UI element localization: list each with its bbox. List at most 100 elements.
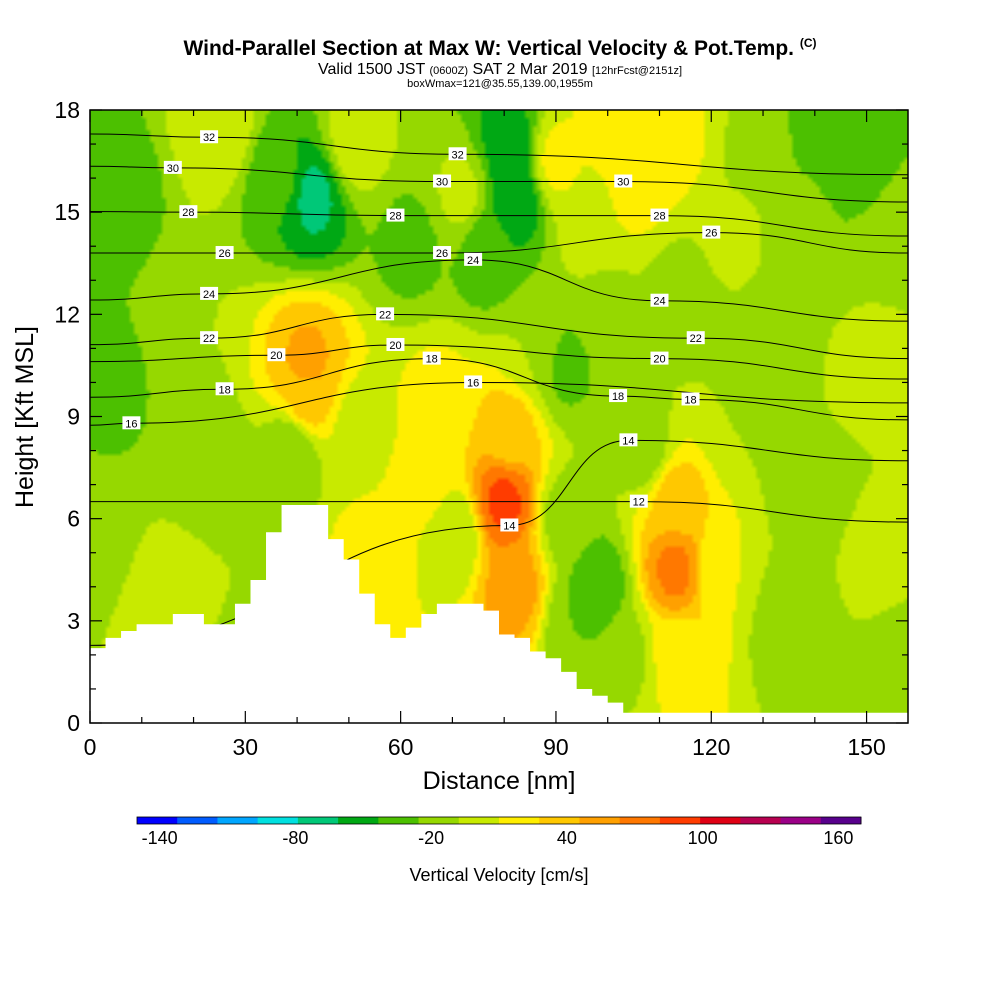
svg-text:32: 32 bbox=[203, 132, 215, 144]
theta-label: 26 bbox=[433, 246, 452, 260]
y-tick-label: 15 bbox=[54, 199, 80, 225]
svg-text:22: 22 bbox=[379, 309, 391, 321]
theta-label: 30 bbox=[614, 174, 633, 189]
svg-text:22: 22 bbox=[690, 333, 702, 345]
x-axis: 0 30 60 90 120 150 bbox=[84, 110, 886, 760]
x-tick-label: 90 bbox=[543, 734, 569, 760]
theta-contour-26 bbox=[90, 232, 908, 254]
colorbar-swatch bbox=[458, 817, 500, 824]
colorbar-swatch bbox=[217, 817, 259, 824]
colorbar-swatch bbox=[137, 817, 178, 824]
svg-text:16: 16 bbox=[125, 418, 137, 430]
y-axis: 0 3 6 9 12 15 18 bbox=[54, 97, 908, 736]
svg-text:30: 30 bbox=[617, 177, 629, 189]
theta-contour-20 bbox=[90, 344, 908, 380]
svg-text:18: 18 bbox=[612, 391, 624, 403]
colorbar-tick-label: 160 bbox=[823, 828, 853, 848]
colorbar-swatch bbox=[619, 817, 661, 824]
theta-contour-12 bbox=[90, 501, 908, 523]
colorbar-swatch bbox=[257, 817, 299, 824]
colorbar-swatch bbox=[378, 817, 420, 824]
theta-label: 32 bbox=[200, 130, 219, 144]
theta-label: 20 bbox=[650, 351, 669, 366]
theta-label: 26 bbox=[702, 225, 721, 240]
theta-label: 24 bbox=[650, 293, 669, 308]
theta-label: 20 bbox=[267, 348, 286, 362]
svg-text:30: 30 bbox=[167, 163, 179, 175]
svg-text:14: 14 bbox=[503, 520, 515, 532]
theta-label-group: 32 30 28 26 24 22 20 18 16 32 30 28 26 24 22 20 18 16 14 30… bbox=[122, 130, 721, 532]
colorbar-swatch bbox=[418, 817, 460, 824]
svg-text:26: 26 bbox=[705, 228, 717, 240]
colorbar-swatch bbox=[177, 817, 218, 824]
colorbar: -140 -80 -20 40 100 160 bbox=[136, 816, 862, 848]
svg-text:28: 28 bbox=[182, 207, 194, 219]
svg-text:24: 24 bbox=[467, 255, 479, 267]
colorbar-tick-label: -20 bbox=[418, 828, 444, 848]
theta-label: 30 bbox=[433, 174, 452, 189]
y-tick-label: 9 bbox=[67, 404, 80, 430]
x-axis-title: Distance [nm] bbox=[423, 767, 576, 795]
terrain bbox=[90, 505, 908, 723]
theta-label: 12 bbox=[629, 494, 648, 509]
theta-label: 30 bbox=[163, 160, 182, 175]
svg-text:20: 20 bbox=[653, 354, 665, 366]
svg-text:18: 18 bbox=[218, 384, 230, 396]
theta-label: 14 bbox=[500, 518, 519, 532]
theta-label: 22 bbox=[376, 307, 395, 321]
theta-label: 18 bbox=[681, 392, 700, 406]
x-tick-label: 30 bbox=[233, 734, 259, 760]
colorbar-swatch bbox=[297, 817, 339, 824]
copyright-mark: (C) bbox=[799, 36, 817, 50]
x-tick-label: 150 bbox=[847, 734, 885, 760]
colorbar-swatch bbox=[700, 817, 741, 824]
valid-date: SAT 2 Mar 2019 bbox=[472, 61, 588, 78]
theta-label: 26 bbox=[215, 246, 234, 260]
svg-text:32: 32 bbox=[451, 149, 463, 161]
y-axis-title: Height [Kft MSL] bbox=[11, 326, 39, 508]
box-info: boxWmax=121@35.55,139.00,1955m bbox=[407, 78, 593, 90]
theta-label: 20 bbox=[386, 337, 405, 352]
theta-label: 16 bbox=[464, 375, 483, 389]
theta-label: 18 bbox=[609, 389, 628, 403]
forecast-info: [12hrFcst@2151z] bbox=[591, 65, 682, 77]
svg-text:24: 24 bbox=[203, 289, 215, 301]
x-tick-label: 60 bbox=[388, 734, 414, 760]
theta-label: 28 bbox=[179, 205, 198, 219]
x-tick-label: 0 bbox=[84, 734, 97, 760]
colorbar-swatch bbox=[659, 817, 701, 824]
svg-text:28: 28 bbox=[389, 211, 401, 223]
y-tick-label: 3 bbox=[67, 608, 80, 634]
colorbar-swatch bbox=[820, 817, 862, 824]
theta-label: 14 bbox=[619, 433, 638, 447]
svg-text:26: 26 bbox=[218, 248, 230, 260]
theta-label: 18 bbox=[422, 351, 441, 366]
theta-contour-22 bbox=[90, 313, 908, 360]
theta-label: 18 bbox=[215, 382, 234, 396]
svg-text:28: 28 bbox=[653, 211, 665, 223]
svg-text:26: 26 bbox=[436, 248, 448, 260]
y-tick-label: 0 bbox=[67, 710, 80, 736]
y-tick-label: 12 bbox=[54, 301, 80, 327]
theta-label: 16 bbox=[122, 416, 141, 430]
theta-label: 22 bbox=[686, 331, 705, 345]
y-tick-label: 6 bbox=[67, 506, 80, 532]
theta-contour-32 bbox=[90, 133, 908, 176]
chart-subtitle: Valid 1500 JST (0600Z) SAT 2 Mar 2019 [1… bbox=[0, 61, 1000, 79]
theta-label: 24 bbox=[464, 252, 483, 267]
valid-time: Valid 1500 JST bbox=[318, 61, 426, 78]
theta-label: 22 bbox=[200, 331, 219, 345]
svg-text:14: 14 bbox=[622, 435, 634, 447]
colorbar-swatch bbox=[780, 817, 822, 824]
colorbar-swatch bbox=[579, 817, 621, 824]
svg-text:20: 20 bbox=[389, 340, 401, 352]
colorbar-swatch bbox=[499, 817, 540, 824]
chart-title: Wind-Parallel Section at Max W: Vertical… bbox=[0, 36, 1000, 61]
theta-label: 24 bbox=[200, 286, 219, 301]
title-main: Wind-Parallel Section at Max W: Vertical… bbox=[183, 37, 794, 60]
colorbar-swatch bbox=[338, 817, 379, 824]
theta-label: 28 bbox=[650, 208, 669, 223]
colorbar-tick-label: -80 bbox=[282, 828, 308, 848]
svg-text:12: 12 bbox=[633, 497, 645, 509]
